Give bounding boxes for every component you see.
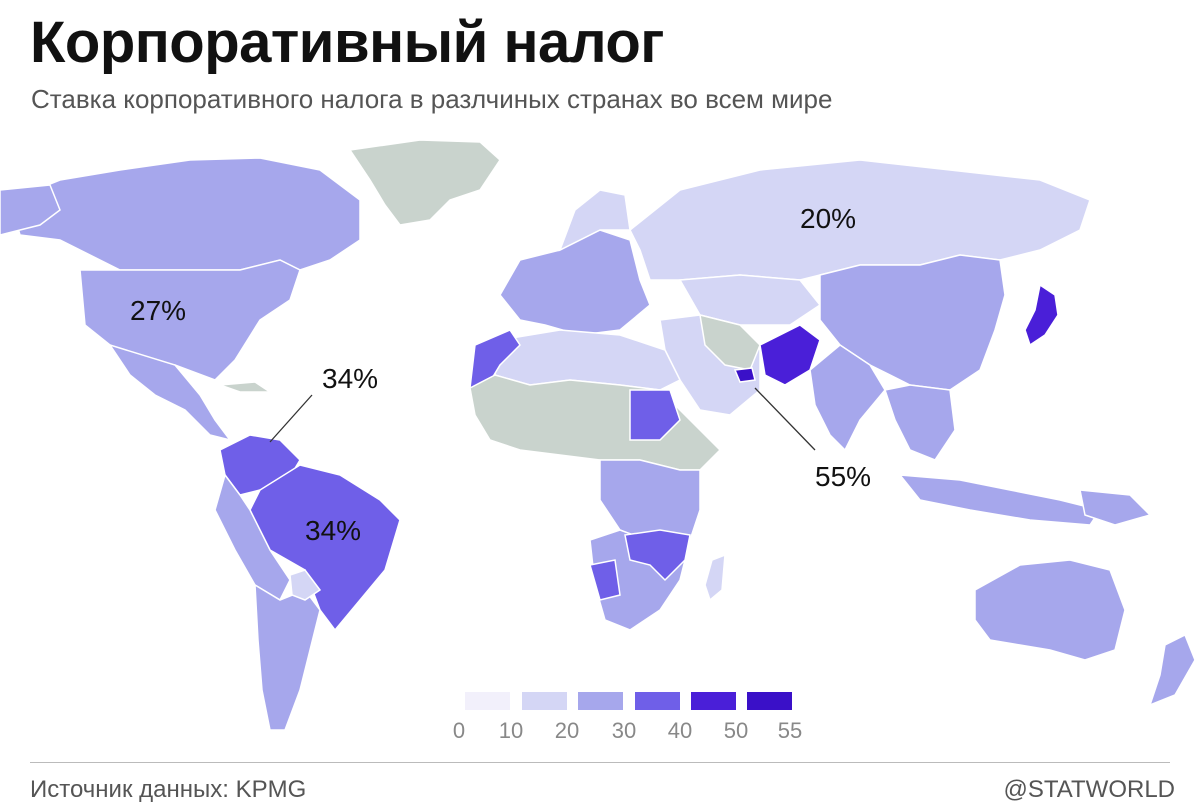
- region-madagascar: [704, 553, 726, 602]
- page-title: Корпоративный налог: [30, 10, 664, 75]
- label-usa: 27%: [130, 295, 186, 326]
- region-cuba: [219, 381, 273, 393]
- legend-tick-0: 0: [452, 718, 466, 743]
- label-russia: 20%: [800, 203, 856, 234]
- legend-tick-40: 40: [667, 718, 693, 743]
- region-mexico: [108, 343, 232, 442]
- region-russia: [629, 159, 1091, 281]
- legend-tick-55: 55: [777, 718, 803, 743]
- leader-line-venezuela: [269, 394, 313, 443]
- map-canvas: 20% 27% 34% 34% 55%: [0, 139, 1196, 731]
- region-alaska: [0, 184, 61, 236]
- region-namibia: [589, 559, 621, 601]
- legend-swatch-40-50: [691, 692, 736, 710]
- label-venezuela: 34%: [322, 363, 378, 394]
- leader-line-uae: [754, 387, 816, 451]
- legend-swatch-0-10: [465, 692, 510, 710]
- region-scandinavia: [558, 189, 631, 252]
- brand-handle: @STATWORLD: [1003, 776, 1175, 803]
- region-indonesia: [898, 474, 1102, 526]
- legend-swatch-50-55: [747, 692, 792, 710]
- world-map: 20% 27% 34% 34% 55%: [0, 130, 1200, 750]
- region-west-africa: [469, 374, 722, 471]
- legend-swatch-30-40: [635, 692, 680, 710]
- data-source: Источник данных: KPMG: [30, 776, 307, 803]
- region-greenland: [348, 139, 501, 226]
- legend-tick-30: 30: [611, 718, 637, 743]
- region-argentina: [254, 583, 321, 731]
- region-east-africa: [599, 459, 701, 546]
- page-subtitle: Ставка корпоративного налога в разлчиных…: [31, 84, 833, 114]
- region-new-zealand: [1148, 633, 1196, 707]
- footer-divider: [30, 762, 1170, 763]
- legend-tick-10: 10: [498, 718, 524, 743]
- region-canada: [9, 157, 361, 271]
- region-europe: [499, 229, 651, 336]
- label-brazil: 34%: [305, 515, 361, 546]
- legend-tick-50: 50: [723, 718, 749, 743]
- region-india: [809, 344, 886, 452]
- region-australia: [974, 559, 1126, 661]
- region-japan: [1024, 283, 1059, 347]
- region-se-asia: [884, 384, 956, 461]
- legend-tick-20: 20: [554, 718, 580, 743]
- legend-swatch-20-30: [578, 692, 623, 710]
- map-legend: 0 10 20 30 40 50 55: [453, 692, 805, 752]
- region-peru: [214, 473, 291, 602]
- region-paraguay: [289, 569, 322, 601]
- label-uae: 55%: [815, 461, 871, 492]
- region-uae: [733, 367, 756, 383]
- legend-swatch-10-20: [522, 692, 567, 710]
- region-sudan: [629, 389, 681, 441]
- region-png: [1079, 489, 1152, 526]
- region-mozambique: [624, 529, 691, 582]
- region-usa: [79, 259, 301, 381]
